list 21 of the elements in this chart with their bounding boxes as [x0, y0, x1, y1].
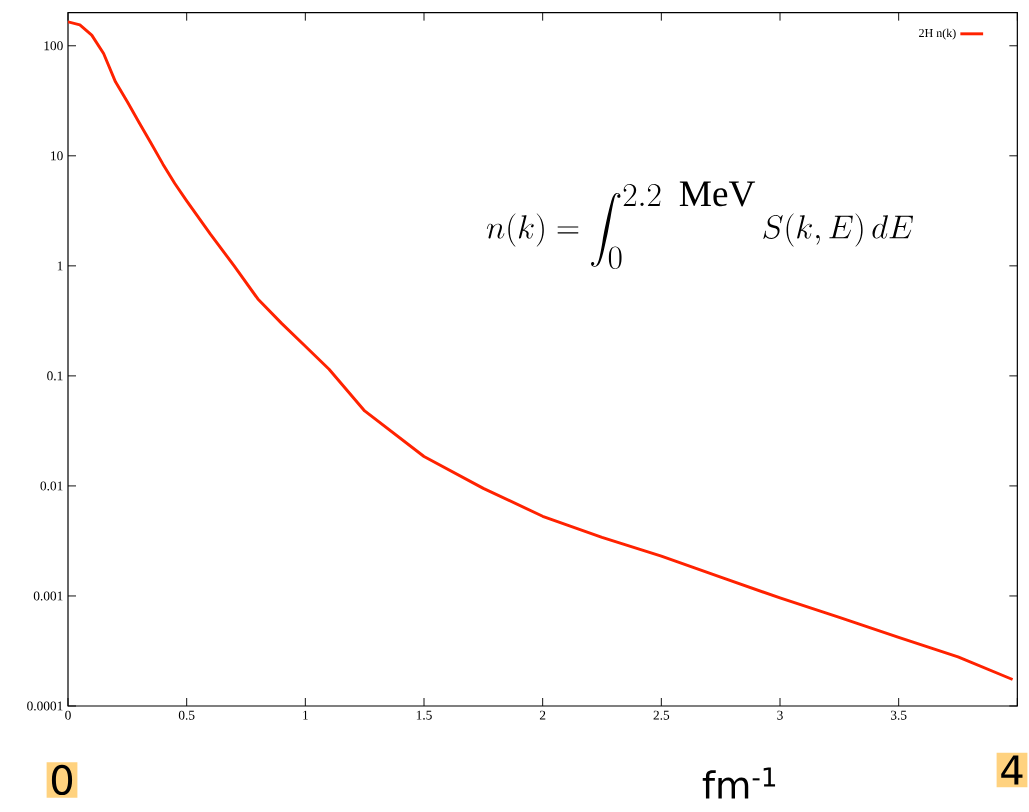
y-tick-label: 0.001 [33, 591, 63, 601]
y-tick-label: 100 [44, 41, 63, 51]
y-tick-label: 10 [51, 151, 63, 161]
y-tick-label: 1 [57, 261, 63, 271]
y-tick-label: 0.01 [40, 481, 63, 491]
text: 0 [51, 764, 73, 796]
line-series [68, 20, 1015, 681]
legend-label: 2H n(k) [919, 28, 956, 40]
x-tick-label: 1.5 [416, 710, 432, 720]
x-tick-label: 2.5 [653, 710, 670, 720]
y-tick-label: 0.0001 [27, 701, 63, 711]
x-tick-label: 3.5 [890, 710, 907, 720]
annotation: $n(k) = \int_0^{2.2\ \mathrm{MeV}} S(k, E)\,dE$ [486, 181, 913, 270]
x-tick-label: 3 [777, 710, 783, 720]
x-tick-label: 0.5 [178, 710, 195, 720]
x-tick-label: 0 [65, 710, 71, 720]
x-axis-title: fm$^{-1}$ [702, 767, 776, 799]
text: 4 [1001, 755, 1023, 785]
y-tick-label: 0.1 [47, 371, 63, 381]
x-tick-label: 2 [539, 710, 546, 720]
x-tick-label: 1 [303, 710, 308, 720]
